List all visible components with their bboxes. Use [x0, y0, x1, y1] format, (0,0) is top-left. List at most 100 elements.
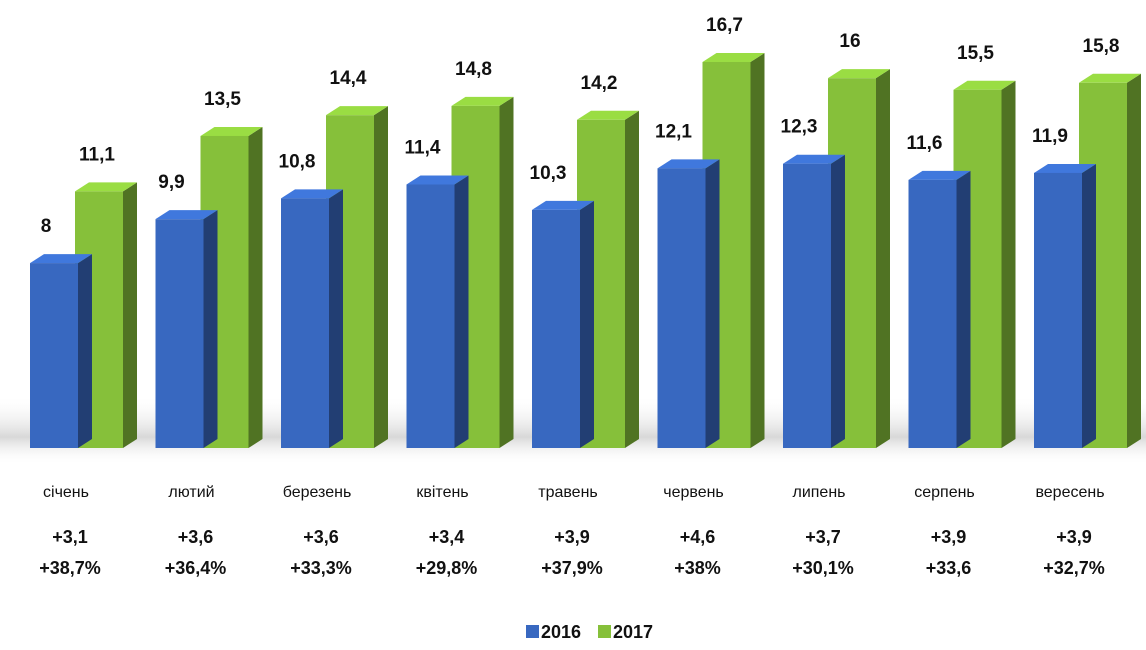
- value-label: 11,9: [1032, 126, 1068, 147]
- legend-label: 2016: [541, 622, 581, 642]
- bar-side: [1001, 80, 1016, 449]
- bar-front: [657, 168, 706, 448]
- category-label: серпень: [914, 484, 975, 501]
- category-label: вересень: [1035, 484, 1104, 501]
- value-label: 14,8: [455, 59, 492, 80]
- change-label: +3,9: [1056, 527, 1092, 547]
- bar-front: [155, 219, 204, 448]
- bar-top: [783, 154, 845, 164]
- category-label: липень: [792, 484, 845, 501]
- bar-side: [876, 69, 890, 449]
- value-label: 9,9: [158, 172, 184, 193]
- legend-swatch: [598, 625, 611, 638]
- bar-front: [406, 184, 455, 448]
- bar-side: [248, 126, 263, 448]
- value-label: 10,8: [279, 151, 316, 172]
- bar-side: [454, 175, 469, 448]
- change-label: +3,9: [931, 527, 967, 547]
- bar-side: [1082, 163, 1096, 448]
- bar: [30, 254, 92, 448]
- bar-top: [30, 254, 92, 264]
- change-percent-label: +33,6: [926, 558, 972, 578]
- change-percent-label: +32,7%: [1043, 558, 1105, 578]
- change-percent-label: +38,7%: [39, 558, 101, 578]
- change-percent-label: +30,1%: [792, 558, 854, 578]
- bar-side: [78, 254, 92, 448]
- bar-front: [281, 198, 329, 448]
- bar-side: [580, 200, 594, 448]
- change-percent-label: +36,4%: [165, 558, 227, 578]
- bar-top: [200, 126, 263, 136]
- bar-top: [451, 96, 514, 106]
- change-label: +3,4: [429, 527, 465, 547]
- bar-top: [657, 159, 720, 169]
- value-label: 11,1: [79, 144, 115, 165]
- bar-front: [1034, 172, 1082, 448]
- category-label: лютий: [168, 484, 214, 501]
- change-percent-label: +33,3%: [290, 558, 352, 578]
- bar-side: [499, 96, 514, 448]
- change-percent-label: +29,8%: [416, 558, 478, 578]
- bar-side: [956, 170, 971, 448]
- value-label: 11,4: [405, 138, 441, 159]
- bar: [281, 189, 343, 448]
- bar: [1034, 163, 1096, 448]
- value-label: 12,1: [655, 121, 692, 142]
- change-label: +3,9: [554, 527, 590, 547]
- bar-top: [577, 110, 639, 120]
- value-label: 16,7: [706, 15, 743, 36]
- bar-front: [532, 209, 580, 448]
- value-label: 15,5: [957, 43, 994, 64]
- value-label: 11,6: [907, 133, 943, 154]
- bar: [532, 200, 594, 448]
- bar: [783, 154, 845, 448]
- change-label: +3,1: [52, 527, 88, 547]
- bar-side: [625, 110, 639, 449]
- value-label: 15,8: [1083, 36, 1120, 57]
- bar-top: [828, 69, 890, 79]
- value-label: 12,3: [781, 117, 818, 138]
- bar-top: [281, 189, 343, 199]
- bar-side: [750, 53, 765, 448]
- bar-side: [329, 189, 343, 448]
- change-percent-label: +38%: [674, 558, 721, 578]
- bar-top: [532, 200, 594, 210]
- bar-front: [30, 263, 78, 448]
- bar-top: [326, 106, 388, 116]
- bar: [75, 182, 137, 448]
- change-label: +3,6: [303, 527, 339, 547]
- bar-side: [203, 210, 218, 448]
- bar: [657, 159, 720, 448]
- bar-side: [123, 182, 137, 448]
- bar-top: [1034, 163, 1096, 173]
- change-percent-label: +37,9%: [541, 558, 603, 578]
- bar-side: [1127, 73, 1141, 448]
- bar: [908, 170, 971, 448]
- bar-front: [908, 179, 957, 448]
- bar-top: [702, 53, 765, 62]
- change-label: +3,6: [178, 527, 214, 547]
- bar-top: [406, 175, 469, 185]
- category-label: січень: [43, 484, 89, 501]
- value-label: 13,5: [204, 89, 241, 110]
- value-label: 8: [41, 216, 52, 237]
- bar-top: [953, 80, 1016, 90]
- bar-side: [374, 106, 388, 448]
- bar-side: [705, 159, 720, 448]
- bar: [406, 175, 469, 448]
- change-label: +3,7: [805, 527, 841, 547]
- category-label: червень: [663, 484, 724, 501]
- value-label: 10,3: [530, 163, 567, 184]
- bar-top: [75, 182, 137, 192]
- bar-front: [783, 163, 831, 448]
- legend-swatch: [526, 625, 539, 638]
- value-label: 16: [839, 31, 860, 52]
- category-label: квітень: [416, 484, 468, 501]
- change-label: +4,6: [680, 527, 716, 547]
- category-label: травень: [538, 484, 598, 501]
- value-label: 14,4: [330, 68, 367, 89]
- bar-top: [155, 210, 218, 220]
- value-label: 14,2: [581, 73, 618, 94]
- bar-top: [1079, 73, 1141, 83]
